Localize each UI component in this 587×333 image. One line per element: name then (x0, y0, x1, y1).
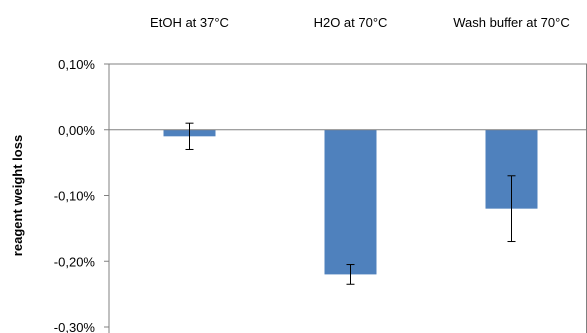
y-tick-label: -0,20% (54, 254, 96, 269)
category-label: Wash buffer at 70°C (453, 15, 569, 30)
error-bar (346, 264, 355, 285)
category-labels: EtOH at 37°C H2O at 70°C Wash buffer at 70… (150, 15, 570, 30)
error-bar (185, 122, 194, 150)
y-tick-label: -0,10% (54, 189, 96, 204)
y-axis: 0,10% 0,00% -0,10% -0,20% -0,30% (54, 57, 110, 333)
bar (324, 129, 377, 275)
y-tick-label: 0,10% (58, 57, 95, 72)
y-axis-title: reagent weight loss (10, 135, 25, 256)
error-bars (185, 122, 516, 285)
y-tick-label: 0,00% (58, 123, 95, 138)
y-tick-label: -0,30% (54, 320, 96, 333)
bars (163, 129, 538, 275)
category-label: EtOH at 37°C (150, 15, 229, 30)
category-label: H2O at 70°C (314, 15, 388, 30)
error-bar (507, 175, 516, 243)
